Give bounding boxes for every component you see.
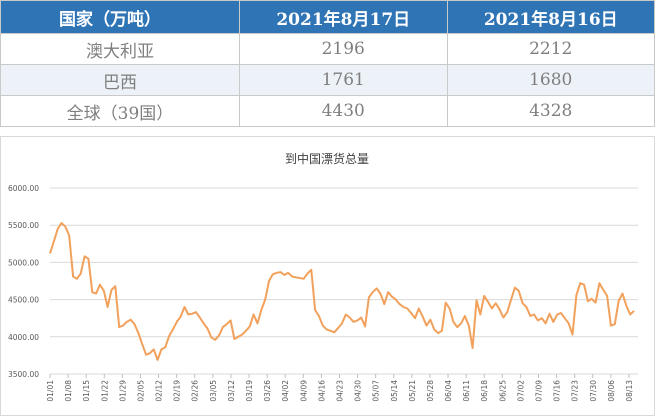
row-value-date-2: 1680 (446, 64, 655, 96)
x-tick-label: 02/05 (136, 380, 145, 402)
x-tick-label: 05/07 (372, 380, 381, 402)
comparison-table: 国家（万吨） 2021年8月17日 2021年8月16日 澳大利亚 2196 2… (0, 0, 655, 127)
x-tick-label: 01/22 (100, 380, 109, 402)
x-tick-label: 07/09 (534, 380, 543, 402)
x-tick-label: 06/18 (480, 380, 489, 402)
x-tick-label: 02/19 (173, 380, 182, 402)
header-country: 国家（万吨） (0, 0, 240, 34)
y-tick-label: 3500.00 (8, 370, 39, 379)
x-tick-label: 03/19 (245, 380, 254, 402)
x-tick-label: 04/16 (317, 380, 326, 402)
x-tick-label: 02/26 (191, 380, 200, 402)
table-row: 巴西 1761 1680 (0, 64, 655, 96)
x-tick-label: 03/12 (227, 380, 236, 402)
x-tick-label: 08/06 (607, 380, 616, 402)
line-chart: 到中国漂货总量 3500.00 4000.00 4500.00 5000.00 5500… (0, 136, 655, 416)
row-value-date-2: 2212 (446, 33, 655, 65)
row-value-date-2: 4328 (446, 95, 655, 127)
x-tick-label: 01/08 (64, 380, 73, 402)
x-tick-label: 06/11 (462, 380, 471, 402)
row-value-date-1: 2196 (239, 33, 448, 65)
header-date-2: 2021年8月16日 (446, 0, 655, 34)
table-header-row: 国家（万吨） 2021年8月17日 2021年8月16日 (0, 0, 655, 34)
x-tick-label: 04/23 (335, 380, 344, 402)
x-tick-label: 01/29 (118, 380, 127, 402)
row-country: 全球（39国） (0, 95, 240, 127)
x-tick-label: 04/02 (281, 380, 290, 402)
x-tick-label: 06/04 (444, 380, 453, 402)
x-tick-label: 07/02 (516, 380, 525, 402)
chart-title: 到中国漂货总量 (285, 151, 369, 166)
chart-frame (0, 136, 655, 416)
table-row: 澳大利亚 2196 2212 (0, 33, 655, 65)
row-value-date-1: 4430 (239, 95, 448, 127)
x-tick-label: 07/16 (553, 380, 562, 402)
row-country: 澳大利亚 (0, 33, 240, 65)
header-date-1: 2021年8月17日 (239, 0, 448, 34)
x-tick-label: 02/12 (155, 380, 164, 402)
x-tick-label: 03/05 (209, 380, 218, 402)
x-tick-label: 01/01 (46, 380, 55, 402)
series-line (49, 222, 635, 361)
x-tick-label: 05/28 (426, 380, 435, 402)
x-tick-label: 05/21 (408, 380, 417, 402)
x-tick-label: 04/30 (354, 380, 363, 402)
y-tick-label: 5500.00 (8, 221, 39, 230)
y-tick-label: 5000.00 (8, 258, 39, 267)
y-tick-label: 6000.00 (8, 184, 39, 193)
y-tick-label: 4500.00 (8, 296, 39, 305)
x-tick-label: 01/15 (82, 380, 91, 402)
row-value-date-1: 1761 (239, 64, 448, 96)
table-row: 全球（39国） 4430 4328 (0, 95, 655, 127)
x-tick-label: 06/25 (498, 380, 507, 402)
x-tick-label: 08/13 (625, 380, 634, 402)
x-tick-label: 05/14 (390, 380, 399, 402)
x-tick-label: 04/09 (299, 380, 308, 402)
x-tick-label: 03/26 (263, 380, 272, 402)
y-tick-label: 4000.00 (8, 333, 39, 342)
row-country: 巴西 (0, 64, 240, 96)
x-tick-label: 07/30 (589, 380, 598, 402)
x-tick-label: 07/23 (571, 380, 580, 402)
